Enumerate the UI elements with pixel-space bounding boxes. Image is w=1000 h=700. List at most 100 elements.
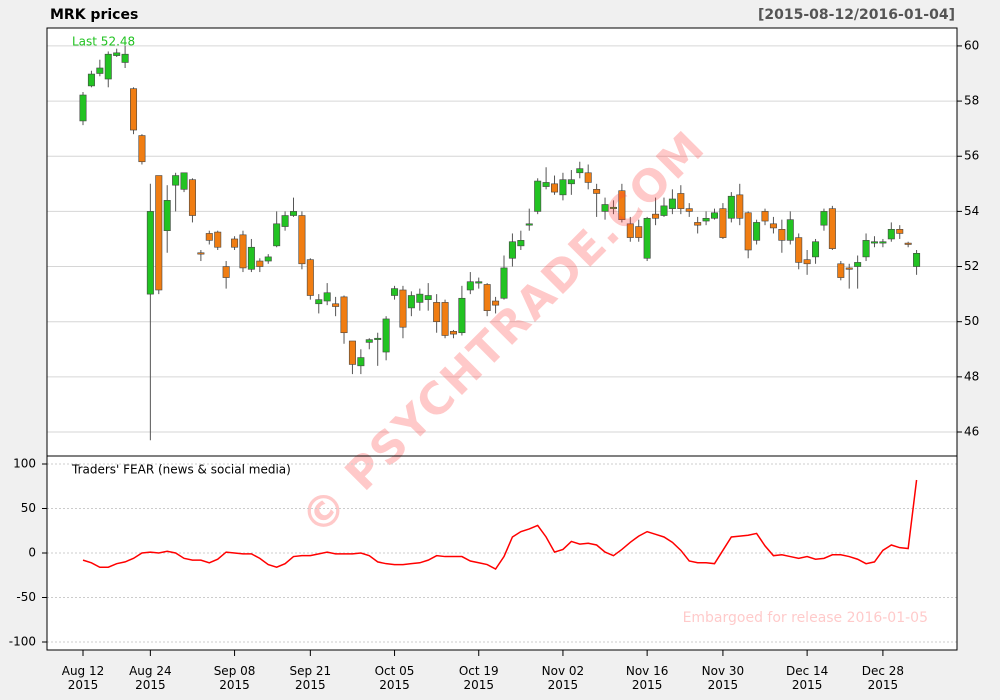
y-tick-label: 0 xyxy=(28,546,36,560)
candle-body xyxy=(180,172,188,190)
candle-body xyxy=(416,293,424,303)
candle-body xyxy=(247,246,255,270)
candle-body xyxy=(458,297,466,334)
candle-body xyxy=(668,198,676,209)
candle-body xyxy=(879,241,887,244)
candle-body xyxy=(525,223,533,226)
candle-body xyxy=(660,205,668,216)
candle-body xyxy=(365,339,373,343)
candle-body xyxy=(870,241,878,244)
y-tick-label: 48 xyxy=(964,369,979,383)
candle-body xyxy=(685,208,693,212)
candle-body xyxy=(197,252,205,255)
candle-body xyxy=(188,179,196,216)
y-tick-label: 100 xyxy=(13,457,36,471)
candle-body xyxy=(896,229,904,234)
candle-body xyxy=(778,229,786,241)
candle-body xyxy=(744,212,752,251)
candle-body xyxy=(79,94,87,122)
y-tick-label: 60 xyxy=(964,38,979,52)
candle-body xyxy=(306,259,314,296)
candle-body xyxy=(391,288,399,296)
x-tick-label: Nov 02 2015 xyxy=(541,664,585,692)
candle-body xyxy=(492,300,500,306)
candle-body xyxy=(433,302,441,322)
candle-body xyxy=(298,215,306,265)
candle-body xyxy=(475,281,483,284)
candle-body xyxy=(652,213,660,219)
candle-body xyxy=(643,217,651,259)
candle-body xyxy=(559,179,567,196)
candle-body xyxy=(87,73,95,87)
candle-body xyxy=(146,211,154,295)
candle-body xyxy=(769,223,777,229)
candle-body xyxy=(736,194,744,219)
fear-line xyxy=(82,479,918,570)
candle-body xyxy=(854,262,862,267)
x-tick-label: Aug 12 2015 xyxy=(61,664,105,692)
x-tick-label: Oct 19 2015 xyxy=(458,664,499,692)
candle-body xyxy=(534,180,542,212)
x-tick-label: Dec 28 2015 xyxy=(861,664,905,692)
candle-body xyxy=(374,337,382,340)
candle-body xyxy=(904,242,912,245)
y-tick-label: 56 xyxy=(964,149,979,163)
candle-body xyxy=(214,231,222,248)
x-tick-label: Oct 05 2015 xyxy=(374,664,415,692)
candle-body xyxy=(727,195,735,219)
candle-body xyxy=(130,88,138,131)
candle-body xyxy=(289,211,297,216)
candle-body xyxy=(584,172,592,183)
y-tick-label: -50 xyxy=(16,590,36,604)
candle-body xyxy=(803,259,811,265)
candle-body xyxy=(862,240,870,258)
candle-body xyxy=(121,53,129,63)
candle-body xyxy=(593,189,601,194)
last-price-label: Last 52.48 xyxy=(72,35,135,49)
candle-body xyxy=(508,241,516,259)
embargo-note: Embargoed for release 2016-01-05 xyxy=(683,610,928,626)
plot-background xyxy=(47,28,957,650)
candle-body xyxy=(466,281,474,291)
candle-body xyxy=(172,175,180,186)
x-tick-label: Sep 21 2015 xyxy=(289,664,332,692)
y-tick-label: 54 xyxy=(964,204,979,218)
candle-body xyxy=(441,302,449,336)
candle-body xyxy=(273,223,281,247)
y-tick-label: -100 xyxy=(9,634,36,648)
candle-body xyxy=(222,266,230,278)
x-tick-label: Dec 14 2015 xyxy=(785,664,829,692)
candle-body xyxy=(231,238,239,248)
x-tick-label: Aug 24 2015 xyxy=(129,664,172,692)
candle-body xyxy=(837,263,845,278)
candle-body xyxy=(264,256,272,262)
candle-body xyxy=(500,267,508,299)
panel-title: Traders' FEAR (news & social media) xyxy=(71,463,291,477)
candle-body xyxy=(399,289,407,328)
candle-body xyxy=(113,52,121,56)
candle-body xyxy=(542,182,550,187)
candle-body xyxy=(710,212,718,219)
candle-body xyxy=(382,318,390,353)
candle-body xyxy=(340,296,348,334)
candle-body xyxy=(786,219,794,241)
candle-body xyxy=(155,175,163,291)
candle-body xyxy=(677,193,685,209)
candle-body xyxy=(483,284,491,311)
candle-body xyxy=(828,208,836,249)
y-tick-label: 50 xyxy=(21,501,36,515)
candle-body xyxy=(913,253,921,267)
candle-body xyxy=(812,241,820,258)
candle-body xyxy=(601,204,609,212)
y-tick-label: 52 xyxy=(964,259,979,273)
candle-body xyxy=(348,340,356,365)
candle-body xyxy=(795,237,803,263)
y-tick-label: 58 xyxy=(964,94,979,108)
candle-body xyxy=(332,303,340,307)
candle-body xyxy=(702,217,710,222)
candle-body xyxy=(96,67,104,74)
candle-body xyxy=(104,53,112,80)
candle-body xyxy=(845,267,853,270)
y-tick-label: 46 xyxy=(964,425,979,439)
